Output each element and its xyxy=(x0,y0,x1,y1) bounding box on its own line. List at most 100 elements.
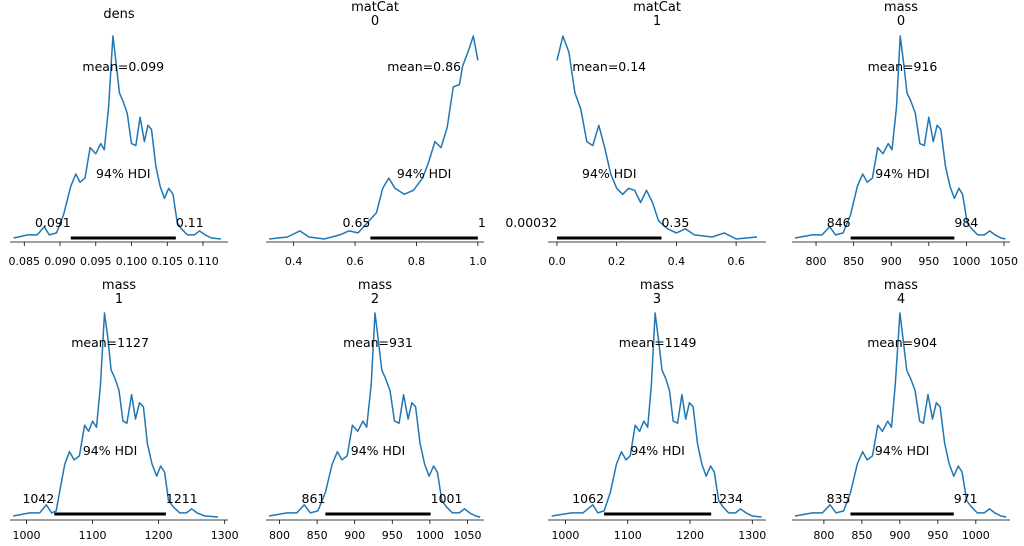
x-tick-label: 0.0 xyxy=(548,255,566,268)
panel-subtitle: 4 xyxy=(897,292,905,307)
mean-label: mean=904 xyxy=(867,335,937,350)
panel-title: mass xyxy=(884,0,918,15)
panel-subtitle: 3 xyxy=(653,292,661,307)
x-tick-label: 850 xyxy=(843,255,864,268)
hdi-low-label: 0.65 xyxy=(343,215,371,230)
x-tick-label: 1.0 xyxy=(469,255,487,268)
x-tick-label: 1000 xyxy=(416,529,444,542)
x-tick-label: 900 xyxy=(889,529,910,542)
hdi-low-label: 861 xyxy=(302,491,326,506)
x-tick-label: 0.095 xyxy=(80,255,112,268)
hdi-caption: 94% HDI xyxy=(351,443,405,458)
x-tick-label: 1000 xyxy=(962,529,990,542)
x-tick-label: 1100 xyxy=(79,529,107,542)
x-tick-label: 0.4 xyxy=(668,255,686,268)
x-tick-label: 950 xyxy=(382,529,403,542)
x-tick-label: 0.110 xyxy=(187,255,219,268)
x-tick-label: 950 xyxy=(927,529,948,542)
density-curve xyxy=(268,312,481,518)
x-tick-label: 0.6 xyxy=(727,255,745,268)
x-tick-label: 0.090 xyxy=(44,255,76,268)
x-tick-label: 1300 xyxy=(211,529,239,542)
panel-subtitle: 1 xyxy=(653,14,661,29)
x-tick-label: 800 xyxy=(813,529,834,542)
hdi-caption: 94% HDI xyxy=(875,443,929,458)
x-tick-label: 1050 xyxy=(990,255,1018,268)
x-tick-label: 800 xyxy=(806,255,827,268)
hdi-caption: 94% HDI xyxy=(96,166,150,181)
mean-label: mean=931 xyxy=(343,335,413,350)
hdi-caption: 94% HDI xyxy=(875,166,929,181)
mean-label: mean=0.099 xyxy=(82,59,164,74)
panel-title: mass xyxy=(640,278,674,293)
hdi-low-label: 0.091 xyxy=(35,215,71,230)
hdi-low-label: 846 xyxy=(827,215,851,230)
hdi-low-label: 0.00032 xyxy=(505,215,557,230)
x-tick-label: 1200 xyxy=(676,529,704,542)
panel-0: dens 0.091 0.11 mean=0.099 94% HDI 0.085 0.090… xyxy=(9,7,228,268)
x-tick-label: 950 xyxy=(918,255,939,268)
x-tick-label: 0.085 xyxy=(9,255,41,268)
hdi-low-label: 835 xyxy=(827,491,851,506)
hdi-high-label: 1 xyxy=(478,215,486,230)
panel-title: dens xyxy=(103,7,134,22)
x-tick-label: 900 xyxy=(344,529,365,542)
density-curve xyxy=(551,312,762,518)
panel-title: matCat xyxy=(633,0,681,15)
panel-subtitle: 0 xyxy=(371,14,379,29)
density-curve xyxy=(556,35,758,240)
hdi-high-label: 1001 xyxy=(431,491,463,506)
x-tick-label: 1000 xyxy=(952,255,980,268)
x-tick-label: 850 xyxy=(851,529,872,542)
density-curve xyxy=(794,312,1007,518)
x-tick-label: 0.6 xyxy=(346,255,364,268)
panel-subtitle: 1 xyxy=(115,292,123,307)
x-tick-label: 900 xyxy=(881,255,902,268)
x-tick-label: 0.8 xyxy=(408,255,426,268)
x-tick-label: 850 xyxy=(307,529,328,542)
panel-title: mass xyxy=(884,278,918,293)
mean-label: mean=1127 xyxy=(71,335,149,350)
hdi-high-label: 0.35 xyxy=(661,215,689,230)
panel-subtitle: 0 xyxy=(897,14,905,29)
density-curve xyxy=(269,35,479,240)
x-tick-label: 0.105 xyxy=(151,255,183,268)
x-tick-label: 1100 xyxy=(614,529,642,542)
x-tick-label: 1050 xyxy=(453,529,481,542)
x-tick-label: 0.100 xyxy=(116,255,148,268)
hdi-caption: 94% HDI xyxy=(582,166,636,181)
mean-label: mean=916 xyxy=(868,59,938,74)
hdi-high-label: 1211 xyxy=(166,491,198,506)
x-tick-label: 0.4 xyxy=(285,255,303,268)
mean-label: mean=0.14 xyxy=(572,59,646,74)
density-curve xyxy=(13,312,219,518)
hdi-high-label: 1234 xyxy=(711,491,743,506)
hdi-high-label: 984 xyxy=(954,215,978,230)
panel-title: matCat xyxy=(351,0,399,15)
hdi-caption: 94% HDI xyxy=(83,443,137,458)
hdi-high-label: 971 xyxy=(954,491,978,506)
mean-label: mean=0.86 xyxy=(387,59,461,74)
mean-label: mean=1149 xyxy=(619,335,697,350)
panel-title: mass xyxy=(102,278,136,293)
density-curve xyxy=(13,35,221,240)
x-tick-label: 1000 xyxy=(551,529,579,542)
x-tick-label: 800 xyxy=(269,529,290,542)
panel-subtitle: 2 xyxy=(371,292,379,307)
x-tick-label: 1300 xyxy=(738,529,766,542)
x-tick-label: 1200 xyxy=(145,529,173,542)
hdi-caption: 94% HDI xyxy=(397,166,451,181)
hdi-low-label: 1042 xyxy=(22,491,54,506)
density-curve xyxy=(794,35,1006,240)
x-tick-label: 0.2 xyxy=(608,255,626,268)
hdi-high-label: 0.11 xyxy=(176,215,204,230)
hdi-low-label: 1062 xyxy=(572,491,604,506)
hdi-caption: 94% HDI xyxy=(630,443,684,458)
